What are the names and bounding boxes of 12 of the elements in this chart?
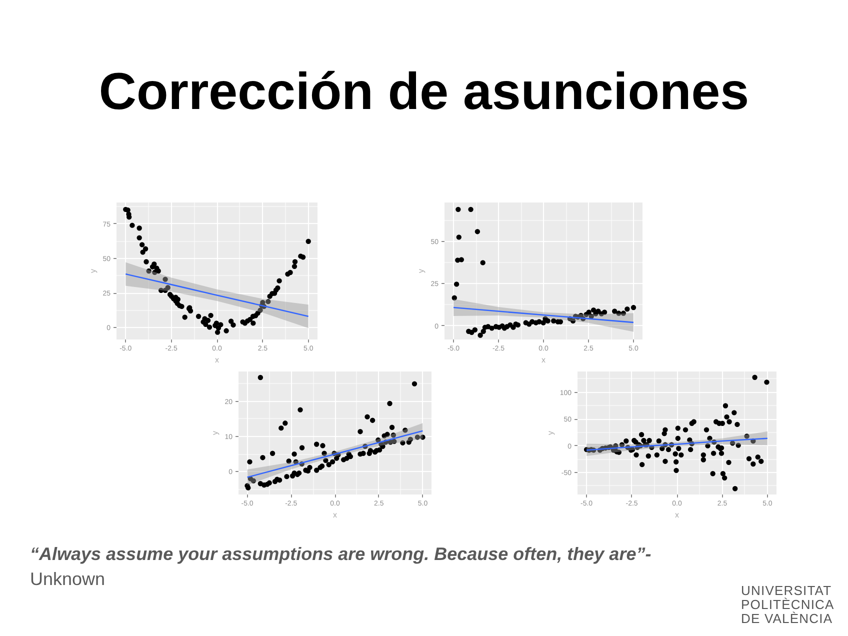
text: Corrección de asunciones: [98, 62, 750, 122]
x-axis-title: x: [333, 510, 337, 520]
y-axis-title: y: [88, 269, 98, 273]
x-axis-title: x: [675, 510, 679, 520]
x-axis-title: x: [215, 356, 219, 364]
x-axis-title: x: [542, 356, 546, 364]
text: Unknown: [30, 569, 106, 589]
text: UNIVERSITAT POLITÈCNICA DE VALÈNCIA: [741, 583, 835, 626]
text: “Always assume your assumptions are wrong. Because often, they are”-: [30, 544, 652, 564]
y-axis-title: y: [546, 431, 555, 435]
y-axis-title: y: [210, 431, 220, 435]
y-axis-title: y: [416, 269, 426, 273]
